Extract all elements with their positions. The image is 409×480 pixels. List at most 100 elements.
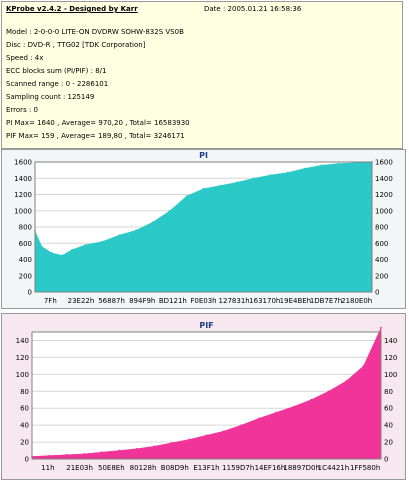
data-point xyxy=(205,434,208,437)
x-tick-label: 1159D7h xyxy=(222,464,254,472)
series-area xyxy=(31,327,382,460)
data-point xyxy=(185,195,188,197)
data-point xyxy=(303,167,306,170)
x-tick-label: 19E4BEh xyxy=(280,297,311,305)
model-line: Model : 2-0-0-0 LITE-ON DVDRW SOHW-832S … xyxy=(6,28,184,36)
y-tick-label-right: 120 xyxy=(384,354,397,362)
x-tick-label: BD121h xyxy=(159,297,187,305)
sampling-count-line: Sampling count : 125149 xyxy=(6,93,95,101)
pi-chart: PI 0 0 200 200 400 400 600 600 800 800 1000 1000 1200… xyxy=(14,151,393,305)
data-point xyxy=(320,164,323,167)
scanned-range-line: Scanned range : 0 - 2286101 xyxy=(6,80,109,88)
data-point xyxy=(253,177,256,180)
x-tick-label: 1C4421h xyxy=(318,464,350,472)
y-tick-label-left: 600 xyxy=(19,240,32,248)
y-tick-label-right: 800 xyxy=(375,224,388,232)
data-point xyxy=(345,380,347,382)
data-point xyxy=(202,187,205,190)
x-tick-label: 2180E0h xyxy=(341,297,372,305)
y-tick-label-left: 140 xyxy=(16,337,29,345)
data-point xyxy=(292,405,295,408)
y-tick-label-left: 400 xyxy=(19,256,32,264)
x-tick-label: 14EF16h xyxy=(255,464,286,472)
data-point xyxy=(240,424,243,426)
data-point xyxy=(48,454,51,457)
disc-line: Disc : DVD-R , TTG02 [TDK Corporation] xyxy=(6,41,146,49)
y-tick-label-left: 1000 xyxy=(14,207,32,215)
data-point xyxy=(51,252,53,254)
y-tick-label-left: 20 xyxy=(20,439,29,447)
y-tick-label-left: 1600 xyxy=(14,159,32,167)
y-tick-label-left: 0 xyxy=(28,289,32,297)
x-tick-label: 894F9h xyxy=(129,297,155,305)
pi-chart-panel: PI 0 0 200 200 400 400 600 600 800 800 1000 1000 1200… xyxy=(1,149,406,309)
x-tick-label: 56887h xyxy=(98,297,125,305)
data-point xyxy=(118,234,121,236)
y-tick-label-right: 0 xyxy=(375,289,379,297)
y-tick-label-right: 20 xyxy=(384,439,393,447)
data-point xyxy=(337,162,340,165)
y-tick-label-left: 120 xyxy=(16,354,29,362)
data-point xyxy=(152,221,154,223)
y-tick-label-right: 40 xyxy=(384,422,393,430)
data-point xyxy=(170,442,173,444)
y-tick-label-right: 200 xyxy=(375,272,388,280)
data-point xyxy=(223,430,225,432)
x-tick-label: 23E22h xyxy=(68,297,95,305)
x-tick-label: 80128h xyxy=(130,464,157,472)
series-area xyxy=(34,161,373,293)
y-tick-label-left: 0 xyxy=(25,456,29,464)
data-point xyxy=(40,245,43,248)
data-point xyxy=(310,398,313,401)
errors-line: Errors : 0 xyxy=(6,106,38,114)
data-point xyxy=(61,254,63,257)
x-tick-label: 50E8Eh xyxy=(98,464,125,472)
data-point xyxy=(100,451,103,454)
plot-frame xyxy=(31,331,382,460)
data-point xyxy=(286,171,289,174)
data-point xyxy=(66,453,68,456)
ecc-sum-line: ECC blocks sum (PI/PIF) : 8/1 xyxy=(6,67,107,75)
chart-title: PI xyxy=(199,151,208,160)
y-tick-label-right: 80 xyxy=(384,388,393,396)
pif-summary-line: PIF Max= 159 , Average= 189,80 , Total= … xyxy=(6,132,185,140)
pi-summary-line: PI Max= 1640 , Average= 970,20 , Total= … xyxy=(6,119,190,127)
x-tick-label: 21E03h xyxy=(66,464,93,472)
data-point xyxy=(135,229,138,232)
pif-chart-panel: PIF 0 0 20 20 40 40 60 60 80 80 100 100 120 120 140 140 1… xyxy=(1,313,406,480)
data-point xyxy=(275,411,278,414)
data-point xyxy=(219,184,222,187)
y-tick-label-left: 40 xyxy=(20,422,29,430)
x-tick-label: F0E03h xyxy=(190,297,216,305)
x-tick-label: B08D9h xyxy=(161,464,189,472)
data-point xyxy=(71,248,73,251)
data-point xyxy=(236,181,239,184)
chart-title: PIF xyxy=(199,321,213,330)
x-tick-label: 11h xyxy=(41,464,54,472)
plot-frame xyxy=(34,161,373,293)
y-tick-label-right: 1000 xyxy=(375,207,393,215)
y-tick-label-left: 1200 xyxy=(14,191,32,199)
y-tick-label-right: 1400 xyxy=(375,175,393,183)
data-point xyxy=(135,447,138,450)
y-tick-label-right: 140 xyxy=(384,337,397,345)
y-tick-label-left: 80 xyxy=(20,388,29,396)
data-point xyxy=(153,445,156,448)
data-point xyxy=(83,453,86,455)
x-tick-label: 163170h xyxy=(249,297,280,305)
y-tick-label-left: 1400 xyxy=(14,175,32,183)
x-tick-label: E13F1h xyxy=(193,464,219,472)
x-tick-label: 1DB7E7h xyxy=(310,297,342,305)
y-tick-label-right: 1600 xyxy=(375,159,393,167)
report-header: KProbe v2.4.2 - Designed by Karr Date : … xyxy=(1,1,403,149)
y-tick-label-right: 100 xyxy=(384,371,397,379)
data-point xyxy=(327,390,330,393)
x-tick-label: 18897D0h xyxy=(283,464,320,472)
data-point xyxy=(168,209,171,212)
y-tick-label-left: 200 xyxy=(19,272,32,280)
data-point xyxy=(258,417,260,420)
y-tick-label-left: 100 xyxy=(16,371,29,379)
speed-line: Speed : 4x xyxy=(6,54,44,62)
y-tick-label-left: 800 xyxy=(19,224,32,232)
y-tick-label-right: 60 xyxy=(384,405,393,413)
